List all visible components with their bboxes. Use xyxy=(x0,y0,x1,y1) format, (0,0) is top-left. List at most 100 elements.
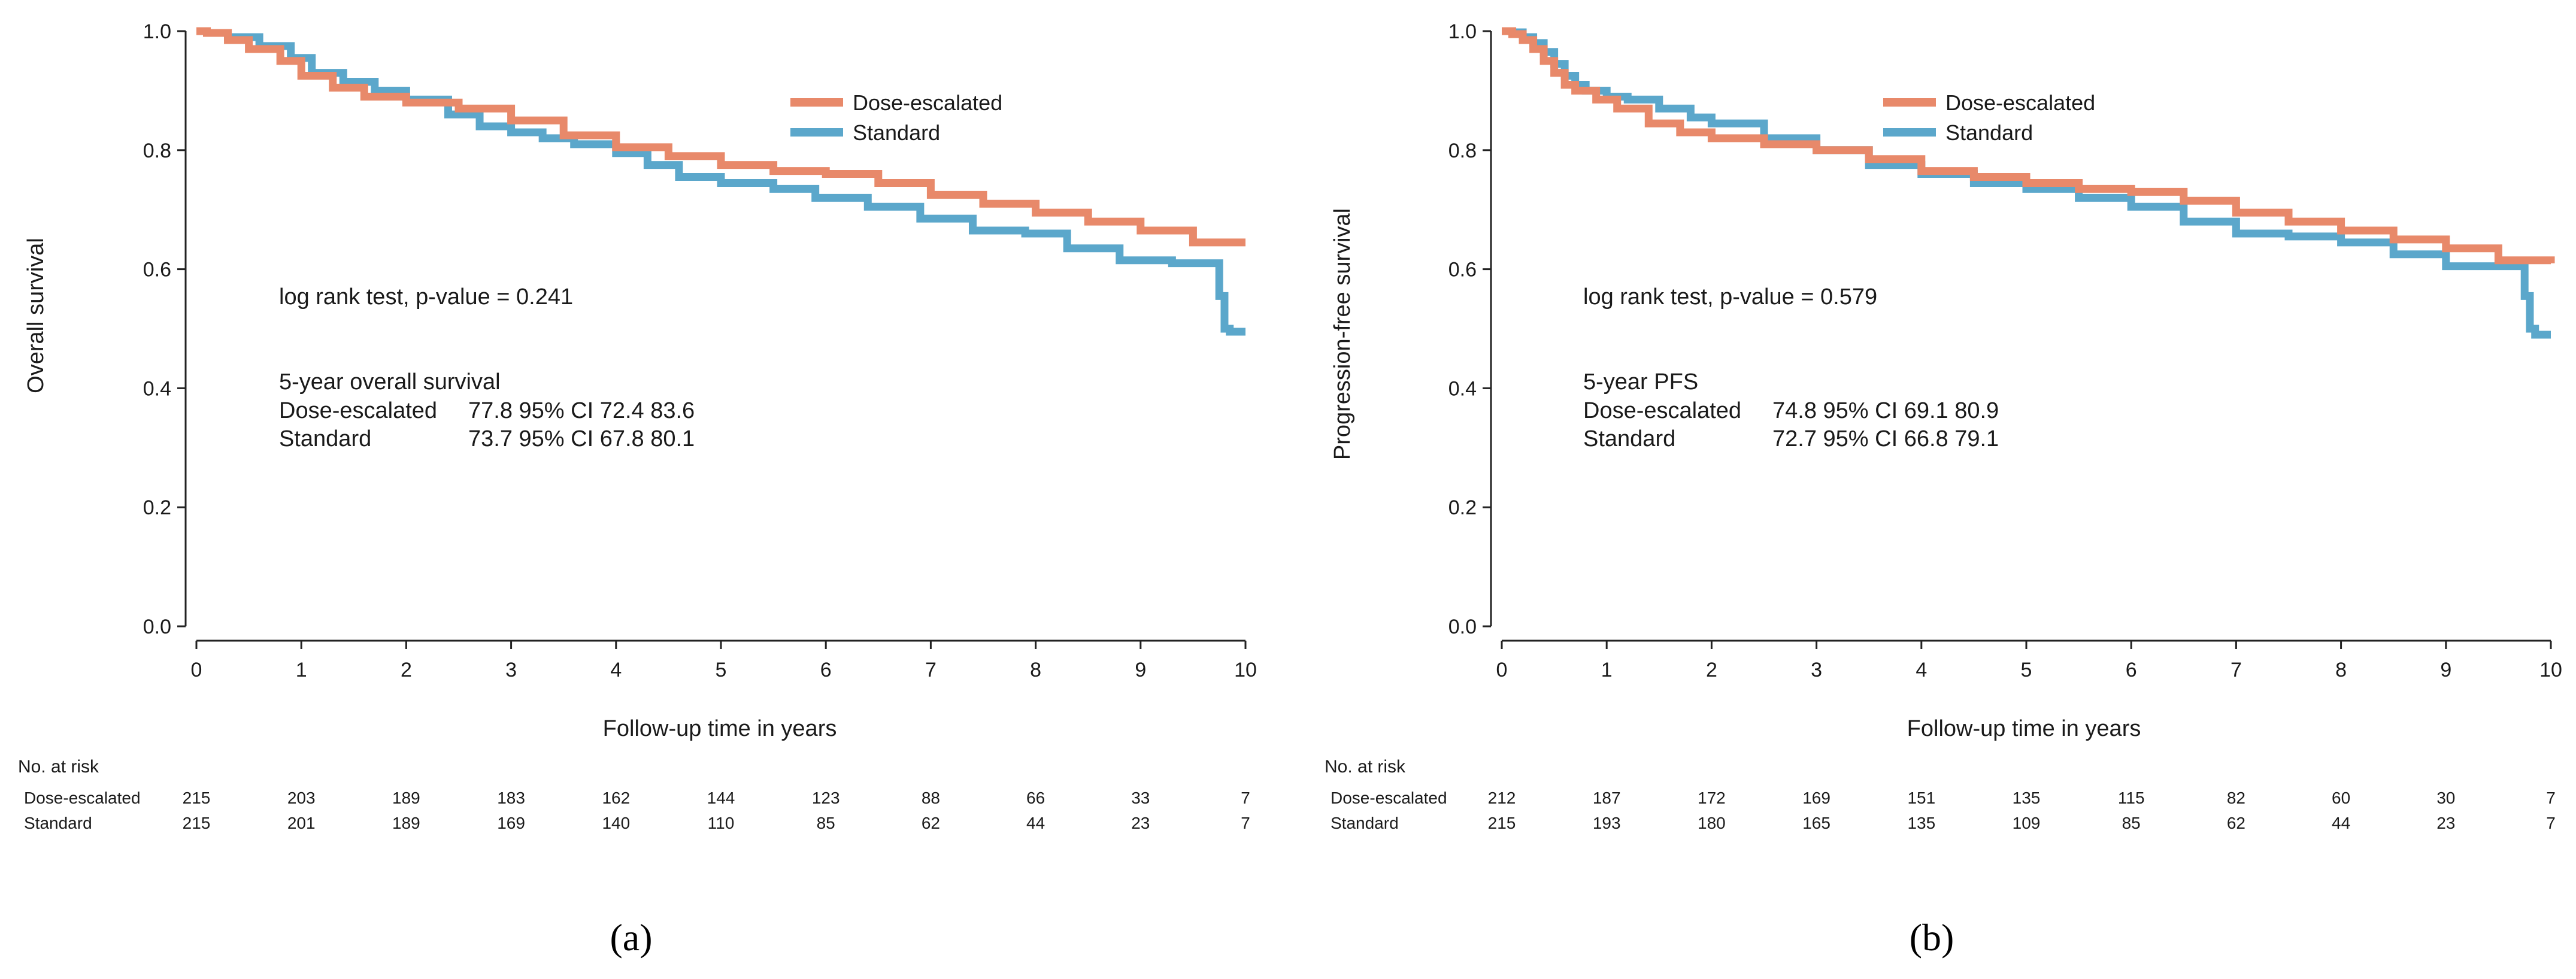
panel-b-y-tick-label: 0.2 xyxy=(1448,496,1477,519)
panel-a-risk-table-title: No. at risk xyxy=(18,757,99,777)
panel-a-risk-value: 169 xyxy=(497,814,525,832)
panel-b-risk-value: 180 xyxy=(1698,814,1726,832)
panel-b-summary-row-value: 74.8 95% CI 69.1 80.9 xyxy=(1772,398,1999,423)
panel-b-legend-label-standard: Standard xyxy=(1945,120,2033,145)
panel-b-y-tick-label: 1.0 xyxy=(1448,20,1477,43)
panel-b-risk-value: 193 xyxy=(1593,814,1621,832)
panel-a-risk-value: 33 xyxy=(1131,789,1150,807)
panel-b-x-tick-label: 2 xyxy=(1706,659,1717,681)
panel-a-x-tick-label: 3 xyxy=(505,659,517,681)
panel-a-legend: Dose-escalated Standard xyxy=(790,90,1002,145)
panel-a-risk-value: 88 xyxy=(922,789,940,807)
panel-a-risk-table: No. at risk Dose-escalated Standard 215 2… xyxy=(18,757,1250,832)
panel-b-x-tick-label: 7 xyxy=(2230,659,2242,681)
panel-a-risk-value: 215 xyxy=(183,814,211,832)
panel-b-risk-row-label: Dose-escalated xyxy=(1331,789,1447,807)
panel-a-y-tick-label: 0.2 xyxy=(143,496,171,519)
panel-b-risk-value: 60 xyxy=(2332,789,2350,807)
panel-b-risk-value: 165 xyxy=(1802,814,1831,832)
panel-b-y-axis-label: Progression-free survival xyxy=(1330,208,1355,460)
panel-b-risk-table-title: No. at risk xyxy=(1325,757,1406,777)
panel-a-risk-value: 183 xyxy=(497,789,525,807)
panel-b-legend: Dose-escalated Standard xyxy=(1883,90,2095,145)
panel-b-legend-label-dose: Dose-escalated xyxy=(1945,90,2095,115)
panel-a-summary-row-value: 73.7 95% CI 67.8 80.1 xyxy=(468,426,695,451)
panel-b-series-dose-escalated xyxy=(1502,27,2555,265)
panel-b-risk-value: 215 xyxy=(1488,814,1516,832)
panel-a-summary-row-value: 77.8 95% CI 72.4 83.6 xyxy=(468,398,695,423)
panel-a-risk-value: 140 xyxy=(602,814,630,832)
panel-b-risk-values: 212 187 172 169 151 135 115 82 60 30 7 215 193 180 165… xyxy=(1488,789,2556,832)
panel-a-log-rank-annotation: log rank test, p-value = 0.241 xyxy=(279,284,573,310)
panel-a-risk-value: 85 xyxy=(817,814,835,832)
panel-b-risk-value: 82 xyxy=(2227,789,2245,807)
panel-a-risk-value: 201 xyxy=(287,814,316,832)
panel-a-risk-value: 203 xyxy=(287,789,316,807)
panel-a-x-tick-label: 1 xyxy=(296,659,307,681)
panel-b-five-year-summary: 5-year PFS Dose-escalated 74.8 95% CI 69… xyxy=(1583,369,1999,451)
panel-a-risk-value: 110 xyxy=(708,814,735,832)
panel-a-x-tick-label: 10 xyxy=(1234,659,1257,681)
panel-b-x-tick-label: 6 xyxy=(2126,659,2137,681)
panel-a-risk-value: 66 xyxy=(1026,789,1045,807)
panel-b-risk-value: 30 xyxy=(2436,789,2455,807)
panel-b-risk-value: 44 xyxy=(2332,814,2350,832)
panel-a-risk-value: 62 xyxy=(922,814,940,832)
panel-a-legend-label-dose: Dose-escalated xyxy=(853,90,1002,115)
panel-a-risk-value: 7 xyxy=(1241,814,1250,832)
panel-a-series-dose-escalated xyxy=(196,27,1245,247)
panel-b-summary-title: 5-year PFS xyxy=(1583,369,1698,395)
panel-a-y-axis-label: Overall survival xyxy=(23,238,49,393)
panel-a-y-tick-label: 0.4 xyxy=(143,377,171,400)
panel-a-plot-area: 0.0 0.2 0.4 0.6 0.8 1.0 0 1 2 3 4 5 6 7 8 9 10 xyxy=(143,20,1257,681)
panel-a-y-tick-label: 0.8 xyxy=(143,140,171,162)
panel-b-x-tick-label: 5 xyxy=(2021,659,2032,681)
panel-a-summary-title: 5-year overall survival xyxy=(279,369,501,395)
panel-a-five-year-summary: 5-year overall survival Dose-escalated 7… xyxy=(279,369,695,451)
panel-b-x-tick-label: 3 xyxy=(1811,659,1822,681)
panel-b-plot-area: 0.0 0.2 0.4 0.6 0.8 1.0 0 1 2 3 4 5 6 7 8 9 10 xyxy=(1448,20,2562,681)
panel-a-risk-row-label: Standard xyxy=(24,814,92,832)
panel-b-risk-value: 62 xyxy=(2227,814,2245,832)
panel-b-summary-row-label: Standard xyxy=(1583,426,1675,451)
panel-a-x-tick-label: 5 xyxy=(716,659,727,681)
panel-b-y-tick-label: 0.0 xyxy=(1448,616,1477,638)
panel-b-x-tick-label: 8 xyxy=(2335,659,2347,681)
panel-a-risk-value: 162 xyxy=(602,789,630,807)
panel-a-x-tick-label: 8 xyxy=(1030,659,1041,681)
panel-b-risk-value: 212 xyxy=(1488,789,1516,807)
panel-a-x-tick-label: 2 xyxy=(401,659,412,681)
panel-b-subfigure-label: (b) xyxy=(1910,916,1954,959)
panel-b-risk-row-label: Standard xyxy=(1331,814,1399,832)
panel-b-risk-value: 115 xyxy=(2118,789,2145,807)
panel-a-risk-value: 215 xyxy=(183,789,211,807)
panel-a-risk-value: 189 xyxy=(392,814,420,832)
panel-a-risk-value: 144 xyxy=(707,789,735,807)
panel-b-x-tick-label: 1 xyxy=(1601,659,1613,681)
panel-b-risk-value: 172 xyxy=(1698,789,1726,807)
panel-a-summary-row-label: Dose-escalated xyxy=(279,398,437,423)
panel-a-overall-survival: 0.00.20.40.60.81.00 1 2 3 4 5 6 7 8 9 10 Overall s… xyxy=(18,20,1257,959)
panel-b-risk-value: 187 xyxy=(1593,789,1621,807)
panel-a-legend-label-standard: Standard xyxy=(853,120,940,145)
panel-b-y-tick-label: 0.6 xyxy=(1448,259,1477,281)
panel-b-risk-value: 85 xyxy=(2122,814,2141,832)
panel-a-summary-row-label: Standard xyxy=(279,426,371,451)
panel-a-x-tick-label: 0 xyxy=(191,659,202,681)
panel-b-risk-value: 135 xyxy=(2013,789,2041,807)
panel-b-x-tick-label: 4 xyxy=(1916,659,1927,681)
panel-b-risk-value: 151 xyxy=(1907,789,1935,807)
panel-a-risk-value: 44 xyxy=(1026,814,1045,832)
panel-b-risk-value: 7 xyxy=(2546,814,2556,832)
panel-a-y-tick-label: 0.6 xyxy=(143,259,171,281)
panel-b-progression-free-survival: 0.00.20.40.60.81.00 1 2 3 4 5 6 7 8 9 10 Progressi… xyxy=(1325,20,2562,959)
panel-b-risk-value: 109 xyxy=(2013,814,2041,832)
panel-a-risk-values: 215 203 189 183 162 144 123 88 66 33 7 215 201 189 169… xyxy=(183,789,1250,832)
panel-b-risk-table: No. at risk Dose-escalated Standard 212 1… xyxy=(1325,757,2556,832)
panel-b-y-tick-label: 0.4 xyxy=(1448,377,1477,400)
panel-a-risk-value: 123 xyxy=(812,789,840,807)
panel-a-x-tick-label: 7 xyxy=(925,659,937,681)
panel-b-log-rank-annotation: log rank test, p-value = 0.579 xyxy=(1583,284,1877,310)
panel-b-risk-value: 169 xyxy=(1802,789,1831,807)
